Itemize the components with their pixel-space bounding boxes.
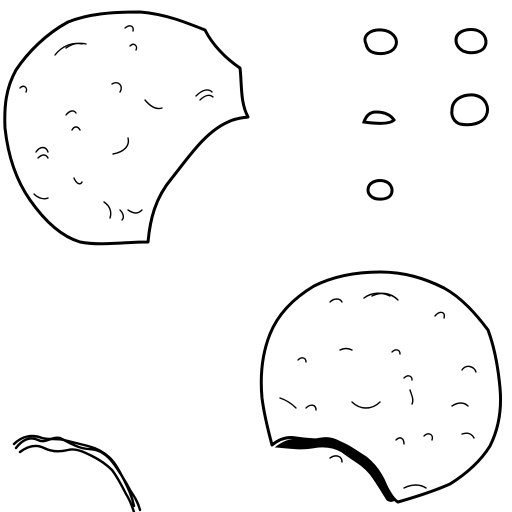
bitten-cookie-bottom-right — [259, 270, 502, 504]
bitten-cookie-top-left — [3, 10, 250, 246]
fragment-edge-line — [18, 444, 136, 512]
crumb — [362, 110, 396, 125]
cookie-texture — [279, 292, 477, 489]
crumb — [366, 179, 394, 201]
fragment-edge-line — [12, 434, 136, 508]
crumbs — [362, 28, 489, 201]
bite-edge-shadow — [274, 437, 396, 502]
crumb — [363, 28, 398, 56]
crumb — [454, 28, 488, 55]
cookie-texture — [19, 25, 214, 221]
crumb — [450, 93, 489, 127]
cookie-edge-fragment — [12, 434, 142, 512]
cookie-outline — [3, 10, 250, 246]
cookie-outline — [259, 270, 502, 504]
